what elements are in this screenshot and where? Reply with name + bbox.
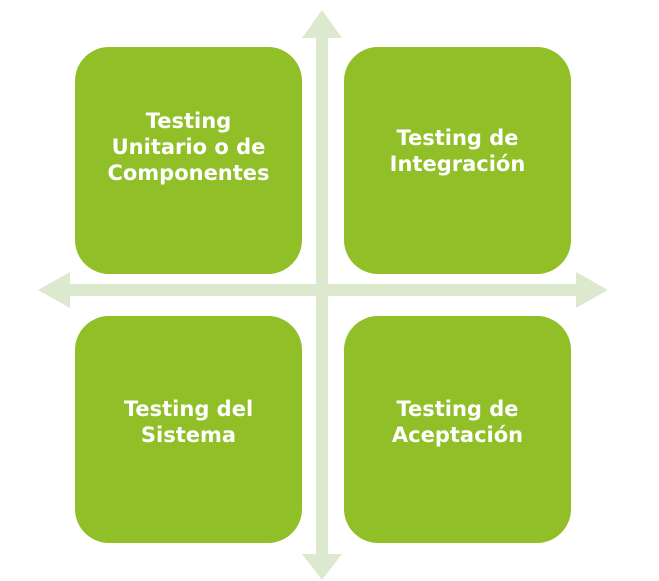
quadrant-label: Testing Unitario o de Componentes — [107, 108, 270, 185]
quadrant-system-testing: Testing del Sistema — [75, 316, 302, 543]
vertical-double-arrow — [302, 10, 342, 580]
quadrant-integration-testing: Testing de Integración — [344, 47, 571, 274]
quadrant-unit-testing: Testing Unitario o de Componentes — [75, 47, 302, 274]
quadrant-label: Testing del Sistema — [123, 396, 254, 447]
quadrant-label: Testing de Aceptación — [391, 396, 524, 447]
quadrant-acceptance-testing: Testing de Aceptación — [344, 316, 571, 543]
quadrant-label: Testing de Integración — [389, 125, 526, 176]
